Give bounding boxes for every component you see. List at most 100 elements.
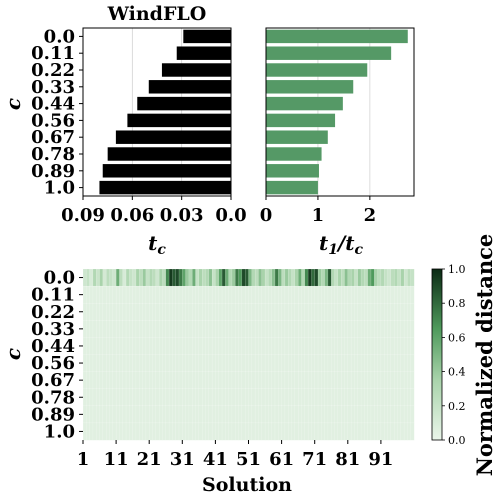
heatmap-cell: [347, 337, 352, 355]
heatmap-cell: [350, 388, 355, 407]
heatmap-cell: [254, 388, 259, 407]
heatmap-cell: [370, 371, 375, 390]
heatmap-cell: [158, 320, 163, 338]
heatmap-cell: [149, 320, 153, 338]
heatmap-cell: [374, 320, 379, 338]
heatmap-cell: [165, 405, 170, 424]
heatmap-cell: [344, 285, 349, 304]
heatmap-cell: [82, 285, 87, 304]
heatmap-cell: [205, 354, 210, 373]
heatmap-cell: [350, 285, 355, 304]
heatmap-cell: [407, 303, 412, 321]
heatmap-cell: [367, 422, 372, 441]
heatmap-cell: [168, 285, 173, 304]
heatmap-cell: [125, 422, 130, 441]
heatmap-cell: [112, 388, 117, 407]
heatmap-cell: [215, 268, 220, 287]
heatmap-cell: [188, 337, 193, 355]
heatmap-cell: [149, 371, 153, 390]
heatmap-cell: [341, 405, 345, 424]
heatmap-cell: [341, 422, 345, 441]
heatmap-cell: [327, 371, 332, 390]
heatmap-cell: [132, 388, 137, 407]
heatmap-cell: [278, 388, 283, 407]
heatmap-cell: [218, 268, 223, 287]
heatmap-cell: [314, 371, 319, 390]
heatmap-cell: [192, 320, 196, 338]
heatmap-cell: [205, 320, 210, 338]
heatmap-cell: [165, 303, 170, 321]
heatmap-cell: [86, 405, 91, 424]
heatmap-cell: [364, 268, 369, 287]
heatmap-cell: [331, 320, 336, 338]
heatmap-cell: [357, 285, 362, 304]
heatmap-cell: [354, 422, 359, 441]
heatmap-cell: [364, 405, 369, 424]
heatmap-cell: [208, 405, 213, 424]
heatmap-cell: [165, 320, 170, 338]
heatmap-cell: [314, 320, 319, 338]
heatmap-cell: [231, 405, 236, 424]
heatmap-cell: [370, 422, 375, 441]
heatmap-cell: [311, 422, 316, 441]
tc-plot-frame: [82, 27, 232, 197]
heatmap-cell: [311, 354, 316, 373]
heatmap-cell: [192, 371, 196, 390]
heatmap-cell: [112, 405, 117, 424]
heatmap-cell: [202, 354, 206, 373]
heatmap-cell: [86, 354, 91, 373]
heatmap-cell: [327, 354, 332, 373]
heatmap-cell: [225, 285, 230, 304]
distance-heatmap: 0.00.110.220.330.440.560.670.780.891.0 1…: [1, 268, 415, 496]
heatmap-cell: [268, 320, 273, 338]
heatmap-cell: [350, 268, 355, 287]
heatmap-cell: [327, 422, 332, 441]
y-tick-label: 0.0: [44, 26, 75, 47]
heatmap-cell: [221, 268, 226, 287]
heatmap-cell: [374, 268, 379, 287]
heatmap-cell: [397, 371, 402, 390]
heatmap-cell: [188, 354, 193, 373]
heatmap-cell: [139, 285, 144, 304]
heatmap-cell: [165, 422, 170, 441]
heatmap-cell: [235, 405, 240, 424]
heatmap-cell: [122, 268, 127, 287]
heatmap-cell: [281, 268, 286, 287]
heatmap-cell: [397, 354, 402, 373]
heatmap-cell: [241, 371, 246, 390]
heatmap-cell: [202, 285, 206, 304]
heatmap-cell: [145, 405, 150, 424]
heatmap-cell: [115, 388, 120, 407]
heatmap-cell: [334, 422, 339, 441]
heatmap-cell: [311, 268, 316, 287]
heatmap-cell: [367, 285, 372, 304]
heatmap-cell: [231, 422, 236, 441]
heatmap-cell: [354, 320, 359, 338]
heatmap-cell: [367, 268, 372, 287]
heatmap-cell: [410, 303, 415, 321]
heatmap-cell: [192, 303, 196, 321]
heatmap-cell: [231, 303, 236, 321]
heatmap-cell: [198, 268, 203, 287]
heatmap-cell: [384, 303, 388, 321]
heatmap-cell: [215, 320, 220, 338]
x-tick-label: 1: [312, 205, 325, 226]
heatmap-cell: [228, 320, 233, 338]
heatmap-cell: [337, 371, 342, 390]
heatmap-cell: [314, 405, 319, 424]
heatmap-cell: [198, 337, 203, 355]
heatmap-cell: [215, 303, 220, 321]
heatmap-cell: [149, 405, 153, 424]
heatmap-cell: [215, 354, 220, 373]
heatmap-cell: [112, 285, 117, 304]
heatmap-cell: [89, 422, 94, 441]
heatmap-cell: [311, 371, 316, 390]
heatmap-cell: [370, 285, 375, 304]
heatmap-cell: [251, 285, 256, 304]
heatmap-cell: [281, 422, 286, 441]
heatmap-cell: [350, 405, 355, 424]
heatmap-cell: [165, 354, 170, 373]
heatmap-cell: [175, 405, 180, 424]
heatmap-cell: [99, 303, 104, 321]
